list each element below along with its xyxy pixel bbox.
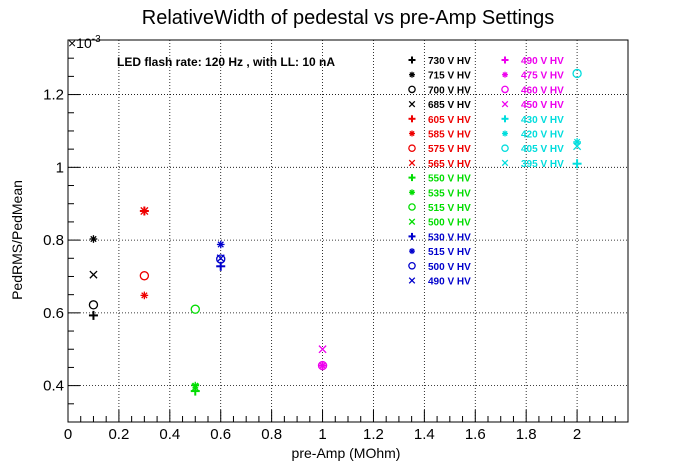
data-point	[191, 383, 200, 392]
data-point	[88, 300, 99, 310]
data-point	[139, 271, 150, 281]
legend-label: 405 V HV	[521, 144, 564, 155]
tick-labels: 0 0.2 0.4 0.6 0.8 1 1.2 1.4 1.6 1.8 2 0.4 0.6 0.8 1 1.2	[43, 87, 581, 443]
legend-marker	[409, 71, 415, 78]
legend-label: 395 V HV	[521, 159, 564, 170]
legend-label: 430 V HV	[521, 115, 564, 126]
data-point	[318, 361, 327, 370]
y-axis-multiplier: ×10-3	[68, 34, 101, 51]
data-point	[190, 304, 200, 314]
legend-label: 685 V HV	[428, 100, 471, 111]
legend-label: 515 V HV	[428, 203, 471, 214]
data-point	[89, 270, 98, 279]
annotation-led-flash-rate: LED flash rate: 120 Hz , with LL: 10 nA	[117, 55, 335, 69]
legend-marker	[408, 144, 416, 153]
legend-label: 585 V HV	[428, 130, 471, 141]
y-tick-label: 0.8	[43, 232, 64, 249]
x-tick-label: 1.4	[414, 426, 435, 443]
data-point	[88, 310, 98, 320]
legend-label: 565 V HV	[428, 159, 471, 170]
legend-marker	[501, 144, 509, 153]
legend: 730 V HV 715 V HV 700 V HV 685 V HV 605 V HV…	[408, 56, 564, 288]
legend-label: 575 V HV	[428, 144, 471, 155]
legend-marker	[408, 174, 416, 182]
legend-marker	[501, 159, 509, 167]
legend-marker	[409, 189, 415, 196]
legend-label: 500 V HV	[428, 218, 471, 229]
legend-marker	[408, 203, 416, 211]
x-tick-label: 0.8	[261, 426, 282, 443]
legend-label: 550 V HV	[428, 174, 471, 185]
legend-marker	[408, 115, 416, 123]
y-axis-multiplier-exponent: -3	[92, 34, 101, 45]
legend-label: 450 V HV	[521, 100, 564, 111]
x-tick-label: 1.2	[363, 426, 384, 443]
x-tick-label: 1	[318, 426, 326, 443]
data-point	[572, 68, 582, 79]
x-tick-label: 2	[573, 426, 581, 443]
legend-marker	[501, 85, 509, 94]
legend-label: 460 V HV	[521, 85, 564, 96]
data-point	[89, 235, 98, 243]
legend-marker	[409, 130, 415, 137]
legend-marker	[502, 71, 508, 78]
x-tick-label: 1.8	[516, 426, 537, 443]
legend-label: 530 V HV	[428, 232, 471, 243]
y-tick-label: 1.2	[43, 87, 64, 104]
legend-label: 490 V HV	[428, 277, 471, 288]
legend-label: 500 V HV	[428, 262, 471, 273]
legend-label: 490 V HV	[521, 56, 564, 67]
x-axis-title: pre-Amp (MOhm)	[292, 445, 401, 461]
legend-label: 535 V HV	[428, 188, 471, 199]
data-point	[216, 254, 226, 264]
x-tick-label: 0.4	[159, 426, 180, 443]
y-axis-multiplier-base: ×10	[68, 35, 92, 51]
legend-label: 605 V HV	[428, 115, 471, 126]
legend-marker	[409, 248, 415, 255]
legend-label: 475 V HV	[521, 71, 564, 82]
legend-marker	[408, 100, 416, 108]
legend-label: 700 V HV	[428, 85, 471, 96]
data-point	[216, 254, 225, 263]
y-tick-label: 1	[56, 159, 64, 176]
x-tick-label: 1.6	[465, 426, 486, 443]
legend-label: 420 V HV	[521, 130, 564, 141]
x-tick-label: 0.2	[108, 426, 129, 443]
legend-marker	[408, 218, 416, 225]
grid-lines	[68, 40, 628, 422]
legend-marker	[408, 277, 416, 284]
y-axis-title: PedRMS/PedMean	[9, 180, 25, 300]
data-point	[573, 142, 582, 151]
data-point	[317, 360, 328, 371]
axes	[67, 39, 629, 423]
data-point	[573, 138, 581, 146]
y-tick-label: 0.4	[43, 378, 64, 395]
data-markers	[88, 68, 582, 396]
data-point	[572, 159, 582, 169]
legend-marker	[501, 100, 509, 108]
legend-marker	[408, 56, 416, 64]
legend-marker	[501, 56, 509, 64]
data-point	[318, 345, 327, 354]
legend-marker	[501, 115, 509, 123]
chart-title: RelativeWidth of pedestal vs pre-Amp Set…	[142, 7, 554, 29]
data-point	[216, 240, 225, 249]
legend-marker	[408, 232, 416, 240]
x-tick-label: 0	[64, 426, 72, 443]
legend-label: 715 V HV	[428, 71, 471, 82]
legend-marker	[408, 261, 416, 270]
data-point	[140, 206, 149, 216]
legend-label: 515 V HV	[428, 247, 471, 258]
y-tick-label: 0.6	[43, 305, 64, 322]
legend-marker	[408, 85, 416, 94]
x-tick-label: 0.6	[210, 426, 231, 443]
legend-label: 730 V HV	[428, 56, 471, 67]
data-point	[140, 291, 149, 300]
legend-marker	[408, 159, 416, 167]
legend-marker	[502, 130, 508, 137]
